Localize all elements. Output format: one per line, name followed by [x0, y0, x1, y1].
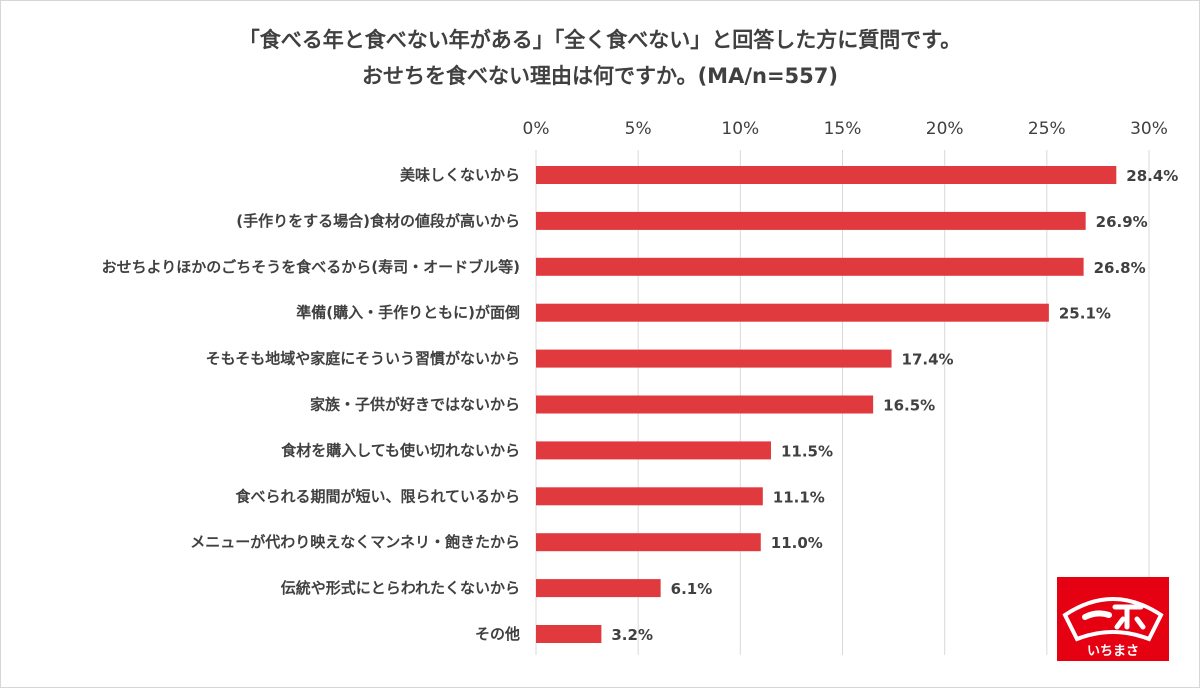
category-label: (手作りをする場合)食材の値段が高いから: [236, 212, 520, 230]
chart-title-line2: おせちを食べない理由は何ですか。(MA/n=557): [362, 64, 838, 88]
category-label: 家族・子供が好きではないから: [310, 396, 520, 414]
bar: [536, 441, 771, 460]
x-tick-label: 10%: [721, 119, 759, 139]
x-tick-label: 15%: [824, 119, 862, 139]
data-label: 3.2%: [611, 626, 653, 644]
data-label: 28.4%: [1126, 167, 1178, 185]
svg-text:いちまさ: いちまさ: [1087, 644, 1139, 659]
data-label: 26.8%: [1094, 259, 1146, 277]
data-label: 6.1%: [671, 580, 713, 598]
ichimasa-logo: いちまさ: [1057, 577, 1169, 661]
data-label: 11.5%: [781, 442, 833, 460]
category-label: 食べられる期間が短い、限られているから: [235, 487, 520, 505]
data-label: 11.0%: [771, 534, 823, 552]
bar: [536, 211, 1086, 230]
bar: [536, 487, 763, 506]
category-label: おせちよりほかのごちそうを食べるから(寿司・オードブル等): [102, 258, 520, 276]
bar: [536, 533, 761, 552]
x-tick-label: 25%: [1028, 119, 1066, 139]
bar: [536, 303, 1049, 322]
chart-title: 「食べる年と食べない年がある」「全く食べない」と回答した方に質問です。 おせちを…: [0, 22, 1200, 94]
data-label: 25.1%: [1059, 305, 1111, 323]
chart-title-line1: 「食べる年と食べない年がある」「全く食べない」と回答した方に質問です。: [238, 28, 962, 52]
category-label: 食材を購入しても使い切れないから: [281, 441, 520, 459]
data-label: 16.5%: [883, 397, 935, 415]
bar: [536, 166, 1117, 184]
x-tick-label: 0%: [523, 119, 550, 139]
data-label: 26.9%: [1096, 213, 1148, 231]
category-label: 美味しくないから: [400, 166, 520, 184]
category-label: 伝統や形式にとらわれたくないから: [281, 579, 520, 597]
data-label: 17.4%: [902, 351, 954, 369]
bar: [536, 349, 892, 368]
ichimasa-logo-icon: いちまさ: [1062, 597, 1164, 659]
category-label: メニューが代わり映えなくマンネリ・飽きたから: [190, 533, 520, 551]
bar: [536, 395, 874, 414]
category-label: 準備(購入・手作りともに)が面倒: [296, 304, 520, 322]
bar: [536, 257, 1084, 276]
category-label: そもそも地域や家庭にそういう習慣がないから: [206, 350, 520, 368]
x-tick-label: 5%: [625, 119, 652, 139]
x-tick-label: 30%: [1130, 119, 1168, 139]
category-label: その他: [475, 625, 520, 643]
bar: [536, 579, 661, 598]
data-label: 11.1%: [773, 488, 825, 506]
bar: [536, 625, 602, 643]
x-tick-label: 20%: [926, 119, 964, 139]
